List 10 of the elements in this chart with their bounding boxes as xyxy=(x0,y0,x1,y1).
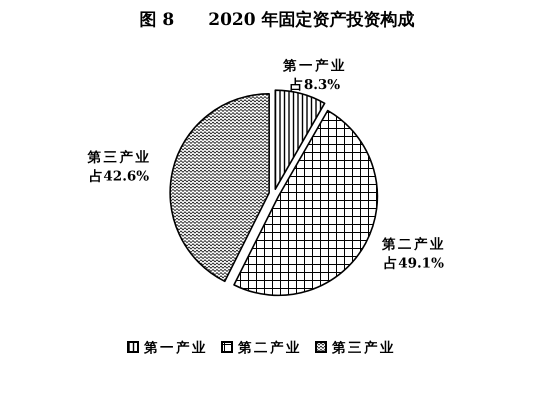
slice-label: 第一产业 xyxy=(282,57,347,74)
data-label: 占49.1% xyxy=(384,256,444,272)
slice-label: 第三产业 xyxy=(86,148,152,166)
legend-label: 第一产业 xyxy=(143,339,208,356)
legend-label: 第三产业 xyxy=(331,339,396,356)
slice-label: 第二产业 xyxy=(381,236,446,253)
legend-label: 第二产业 xyxy=(237,339,302,356)
data-label: 占8.3% xyxy=(290,77,340,94)
data-label: 占42.6% xyxy=(89,168,150,184)
chart-title: 图 8 2020 年固定资产投资构成 xyxy=(140,10,414,30)
